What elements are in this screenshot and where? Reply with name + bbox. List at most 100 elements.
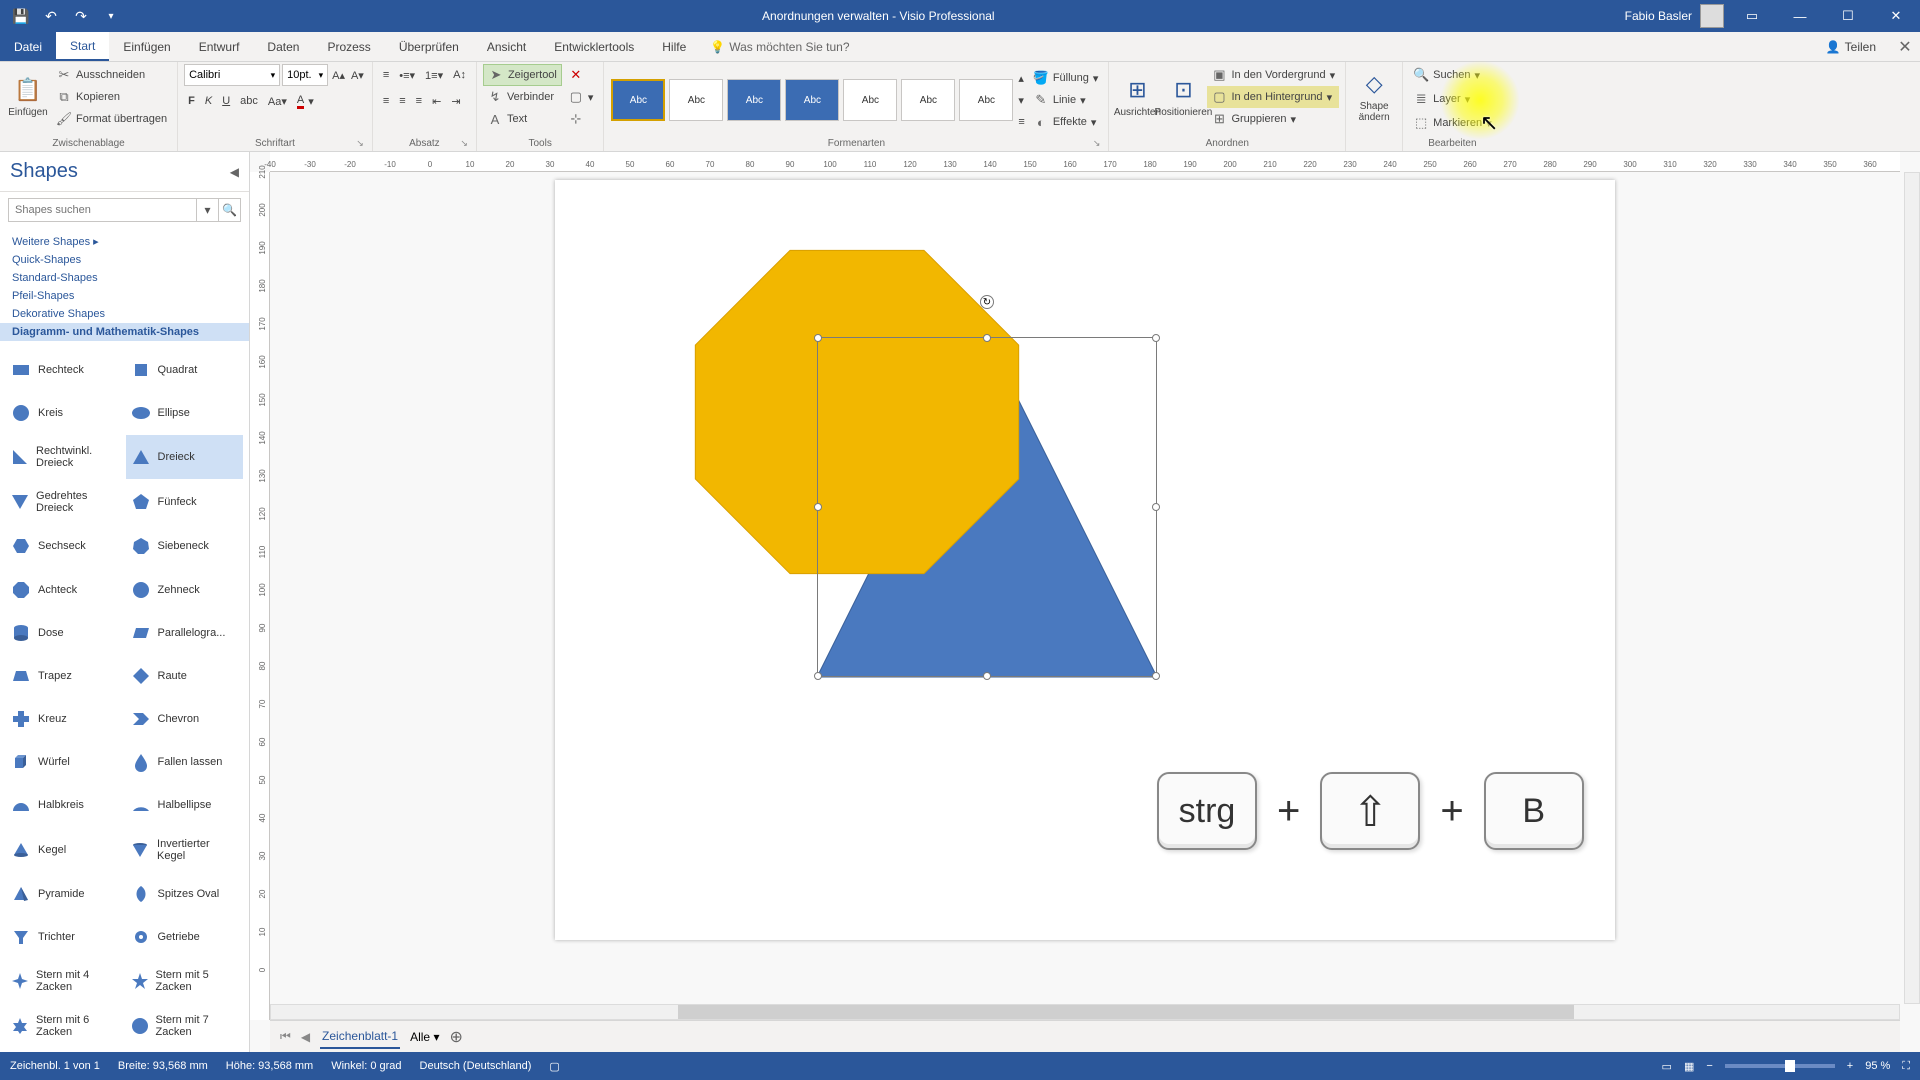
more-tools-button[interactable]: ▢▾ [564,86,598,108]
style-thumb-7[interactable]: Abc [959,79,1013,121]
shape-item-star6[interactable]: Stern mit 6 Zacken [6,1005,124,1048]
connection-point-button[interactable]: ⊹ [564,108,598,130]
zoom-thumb[interactable] [1785,1060,1795,1072]
connector-tool-button[interactable]: ↯Verbinder [483,86,562,108]
bring-to-front-button[interactable]: ▣In den Vordergrund ▾ [1207,64,1339,86]
increase-font-button[interactable]: A▴ [330,64,347,86]
shape-item-pent[interactable]: Fünfeck [126,481,244,524]
paste-button[interactable]: 📋 Einfügen [6,64,50,130]
tab-file[interactable]: Datei [0,32,56,61]
shape-item-tri[interactable]: Dreieck [126,435,244,478]
text-direction-button[interactable]: A↕ [449,64,470,86]
style-thumb-3[interactable]: Abc [727,79,781,121]
save-button[interactable]: 💾 [8,3,34,29]
shape-item-can[interactable]: Dose [6,612,124,653]
shape-item-funnel[interactable]: Trichter [6,916,124,957]
tab-start[interactable]: Start [56,32,109,61]
shape-item-cube[interactable]: Würfel [6,742,124,783]
selection-handle[interactable] [983,672,991,680]
horizontal-scrollbar[interactable] [270,1004,1900,1020]
style-up-button[interactable]: ▴ [1016,67,1026,89]
shape-item-ellipse[interactable]: Ellipse [126,392,244,433]
shape-item-dia[interactable]: Raute [126,655,244,696]
zoom-in-button[interactable]: + [1847,1060,1853,1072]
zoom-value[interactable]: 95 % [1865,1060,1890,1072]
shape-item-hex[interactable]: Sechseck [6,526,124,567]
delete-button[interactable]: ✕ [564,64,598,86]
shape-item-trap[interactable]: Trapez [6,655,124,696]
bold-button[interactable]: F [184,90,199,112]
tell-me-search[interactable]: 💡 Was möchten Sie tun? [710,32,849,61]
effects-button[interactable]: ◐Effekte ▾ [1029,111,1103,133]
text-tool-button[interactable]: AText [483,108,562,130]
dialog-launcher-icon[interactable]: ↘ [356,138,364,149]
shape-item-icone[interactable]: Invertierter Kegel [126,828,244,871]
shape-item-star7[interactable]: Stern mit 7 Zacken [126,1005,244,1048]
zoom-out-button[interactable]: − [1706,1060,1712,1072]
tab-data[interactable]: Daten [253,32,313,61]
copy-button[interactable]: ⧉Kopieren [52,86,171,108]
shape-item-para[interactable]: Parallelogra... [126,612,244,653]
decrease-font-button[interactable]: A▾ [349,64,366,86]
shape-item-oval[interactable]: Spitzes Oval [126,873,244,914]
decrease-indent-button[interactable]: ⇤ [428,90,445,112]
dialog-launcher-icon[interactable]: ↘ [460,138,468,149]
align-button[interactable]: ⊞Ausrichten [1115,64,1159,130]
cut-button[interactable]: ✂Ausschneiden [52,64,171,86]
fill-button[interactable]: 🪣Füllung ▾ [1029,67,1103,89]
cat-arrow[interactable]: Pfeil-Shapes [0,287,249,305]
format-painter-button[interactable]: 🖌Format übertragen [52,108,171,130]
selection-handle[interactable] [814,672,822,680]
selection-handle[interactable] [814,334,822,342]
fit-page-view-icon[interactable]: ▦ [1684,1060,1694,1073]
style-thumb-1[interactable]: Abc [611,79,665,121]
shape-item-pyr[interactable]: Pyramide [6,873,124,914]
style-down-button[interactable]: ▾ [1016,89,1026,111]
tab-help[interactable]: Hilfe [648,32,700,61]
shape-item-gear[interactable]: Getriebe [126,916,244,957]
align-right-button[interactable]: ≡ [412,90,426,112]
line-button[interactable]: ✎Linie ▾ [1029,89,1103,111]
send-to-back-button[interactable]: ▢In den Hintergrund ▾ [1207,86,1339,108]
italic-button[interactable]: K [201,90,216,112]
nav-prev-icon[interactable]: ◀ [301,1030,310,1044]
selection-handle[interactable] [1152,334,1160,342]
increase-indent-button[interactable]: ⇥ [447,90,464,112]
qat-more-button[interactable]: ▾ [98,3,124,29]
strike-button[interactable]: abc [236,90,262,112]
shape-item-dec[interactable]: Zehneck [126,569,244,610]
shape-item-rect[interactable]: Rechteck [6,349,124,390]
selection-handle[interactable] [983,334,991,342]
shape-item-square[interactable]: Quadrat [126,349,244,390]
align-center-button[interactable]: ≡ [395,90,409,112]
align-left-button[interactable]: ≡ [379,90,393,112]
case-button[interactable]: Aa▾ [264,90,291,112]
shapes-search-input[interactable] [9,199,196,221]
style-thumb-4[interactable]: Abc [785,79,839,121]
nav-first-icon[interactable]: ⏮ [280,1029,291,1044]
more-shapes[interactable]: Weitere Shapes ▸ [0,232,249,251]
shape-item-cone[interactable]: Kegel [6,828,124,871]
cat-quick[interactable]: Quick-Shapes [0,251,249,269]
ribbon-display-button[interactable]: ▭ [1732,0,1772,32]
collapse-icon[interactable]: ◀ [230,165,239,179]
canvas-scroll[interactable]: ↻ strg + ⇧ + B [270,172,1900,1020]
group-button[interactable]: ⊞Gruppieren ▾ [1207,108,1339,130]
cat-decorative[interactable]: Dekorative Shapes [0,305,249,323]
underline-button[interactable]: U [218,90,234,112]
selection-handle[interactable] [1152,672,1160,680]
shape-item-star4[interactable]: Stern mit 4 Zacken [6,960,124,1003]
cat-diagram[interactable]: Diagramm- und Mathematik-Shapes [0,323,249,341]
font-color-button[interactable]: A▾ [293,90,318,112]
tab-developer[interactable]: Entwicklertools [540,32,648,61]
font-size-combo[interactable]: 10pt.▾ [282,64,328,86]
change-shape-button[interactable]: ◇Shape ändern [1352,64,1396,130]
layer-button[interactable]: ≣Layer ▾ [1409,88,1474,110]
page-width-view-icon[interactable]: ▭ [1662,1060,1672,1073]
selection-handle[interactable] [814,503,822,511]
shape-item-dtri[interactable]: Gedrehtes Dreieck [6,481,124,524]
shape-item-drop[interactable]: Fallen lassen [126,742,244,783]
shape-item-rtri[interactable]: Rechtwinkl. Dreieck [6,435,124,478]
record-macro-icon[interactable]: ▢ [549,1060,559,1073]
add-sheet-button[interactable]: ⊕ [449,1027,462,1047]
